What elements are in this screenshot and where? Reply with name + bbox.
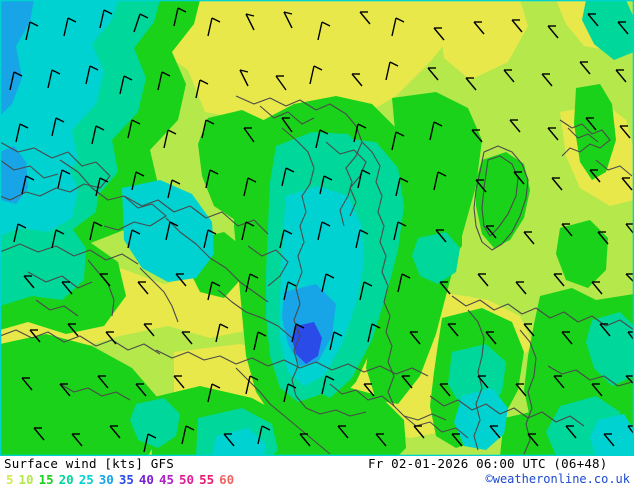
fill-region-20 xyxy=(412,232,460,284)
map-area[interactable] xyxy=(0,0,634,456)
fill-region-35 xyxy=(296,332,316,358)
fill-region-15 xyxy=(574,84,616,180)
fill-region-20 xyxy=(586,312,634,386)
legend-tick-20: 20 xyxy=(58,472,74,487)
legend-tick-55: 55 xyxy=(199,472,215,487)
fill-region-15 xyxy=(556,220,608,288)
fill-region-20 xyxy=(130,398,180,448)
legend-tick-30: 30 xyxy=(98,472,114,487)
fill-region-15 xyxy=(0,334,162,456)
color-scale-legend: 5 10 15 20 25 30 35 40 45 50 55 60 xyxy=(6,472,234,487)
fill-region-25 xyxy=(454,388,508,450)
legend-tick-50: 50 xyxy=(179,472,195,487)
legend-tick-35: 35 xyxy=(118,472,134,487)
fill-region-30 xyxy=(0,146,28,204)
map-canvas[interactable] xyxy=(0,0,634,456)
legend-tick-60: 60 xyxy=(219,472,235,487)
legend-tick-25: 25 xyxy=(78,472,94,487)
fill-region-20 xyxy=(582,0,634,60)
forecast-timestamp: Fr 02-01-2026 06:00 UTC (06+48) xyxy=(368,456,608,471)
fill-region-25 xyxy=(590,414,634,456)
coastlines-layer xyxy=(0,95,634,455)
fill-region-05 xyxy=(430,0,528,80)
copyright-label: ©weatheronline.co.uk xyxy=(485,472,631,486)
legend-tick-5: 5 xyxy=(6,472,14,487)
map-title: Surface wind [kts] GFS xyxy=(4,456,174,471)
fill-region-15 xyxy=(286,384,406,456)
fill-region-30 xyxy=(0,0,34,116)
footer-bar: Surface wind [kts] GFS Fr 02-01-2026 06:… xyxy=(0,456,634,490)
fill-region-25 xyxy=(44,0,100,38)
fill-region-25 xyxy=(0,122,78,236)
wind-barbs-layer xyxy=(9,7,634,453)
legend-tick-40: 40 xyxy=(138,472,154,487)
fill-region-20 xyxy=(0,206,86,306)
legend-tick-10: 10 xyxy=(18,472,34,487)
map-border xyxy=(0,0,634,456)
legend-tick-15: 15 xyxy=(38,472,54,487)
legend-tick-45: 45 xyxy=(158,472,175,487)
